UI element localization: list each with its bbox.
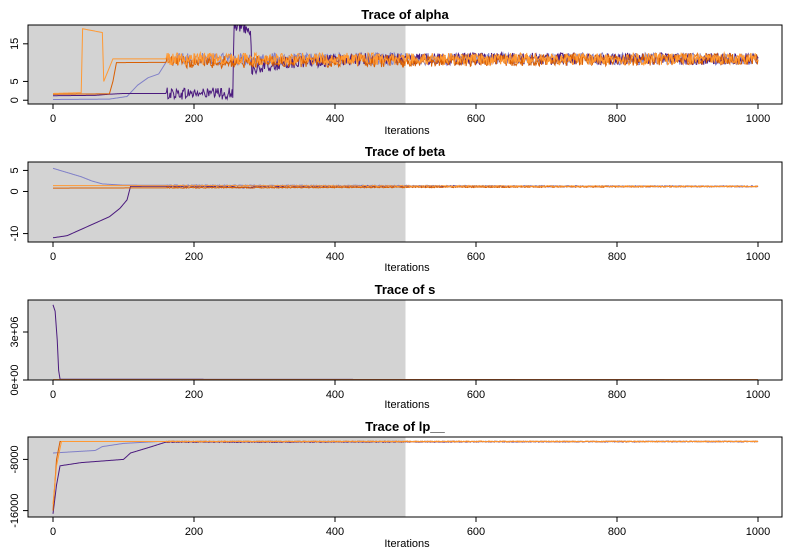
x-axis-label: Iterations [384,538,430,550]
x-tick-label: 200 [185,251,203,263]
plot-frame [27,436,783,518]
y-tick-label: 3e+06 [9,317,21,348]
x-tick-label: 0 [50,526,56,538]
series-group [52,167,759,239]
x-tick-label: 200 [185,389,203,401]
y-tick-label: -16000 [9,493,21,527]
series-group [52,440,759,514]
y-tick-label: -8000 [9,445,21,473]
panel-title: Trace of beta [365,144,446,159]
x-tick-label: 600 [467,113,485,125]
x-tick-label: 1000 [746,526,770,538]
x-tick-label: 1000 [746,113,770,125]
y-tick-label: 0 [9,188,21,194]
panel-title: Trace of s [375,282,436,297]
plot-frame [27,161,783,243]
panel-title: Trace of lp__ [365,419,445,434]
series-line-4 [53,184,759,188]
x-tick-label: 0 [50,389,56,401]
x-tick-label: 600 [467,251,485,263]
trace-panel-1: Trace of alpha 0 200 400 600 800 1000 Iteration… [9,7,783,137]
panel-title: Trace of alpha [361,7,449,22]
series-group [52,25,759,101]
series-line-4 [52,440,759,505]
warmup-region [28,437,406,517]
x-tick-label: 400 [326,251,344,263]
x-tick-label: 800 [608,389,626,401]
x-tick-label: 200 [185,526,203,538]
y-tick-label: 0e+00 [9,365,21,396]
x-axis-label: Iterations [384,125,430,137]
x-tick-label: 600 [467,389,485,401]
x-tick-label: 400 [326,389,344,401]
x-axis-label: Iterations [384,262,430,274]
y-tick-label: -10 [9,226,21,242]
x-tick-label: 0 [50,251,56,263]
x-tick-label: 600 [467,526,485,538]
x-tick-label: 200 [185,113,203,125]
plot-frame [27,24,783,105]
trace-panel-4: Trace of lp__ 0 200 400 600 800 1000 Iterations… [9,419,783,550]
y-tick-label: 0 [9,97,21,103]
plot-frame [27,299,783,381]
x-tick-label: 0 [50,113,56,125]
x-axis-label: Iterations [384,399,430,411]
x-tick-label: 400 [326,526,344,538]
series-line-3 [52,185,759,189]
y-tick-label: 5 [9,78,21,84]
series-line-2 [53,25,759,101]
x-tick-label: 400 [326,113,344,125]
warmup-region [28,162,406,242]
x-tick-label: 1000 [746,251,770,263]
y-tick-label: 15 [9,38,21,50]
warmup-region [28,300,406,380]
x-tick-label: 800 [608,113,626,125]
y-tick-label: 5 [9,167,21,173]
x-tick-label: 800 [608,251,626,263]
series-line-4 [52,28,759,94]
x-tick-label: 800 [608,526,626,538]
trace-panel-3: Trace of s 0 200 400 600 800 1000 Iterations 0e+… [9,282,783,411]
x-tick-label: 1000 [746,389,770,401]
trace-panel-2: Trace of beta 0 200 400 600 800 1000 Iterations… [9,144,783,274]
